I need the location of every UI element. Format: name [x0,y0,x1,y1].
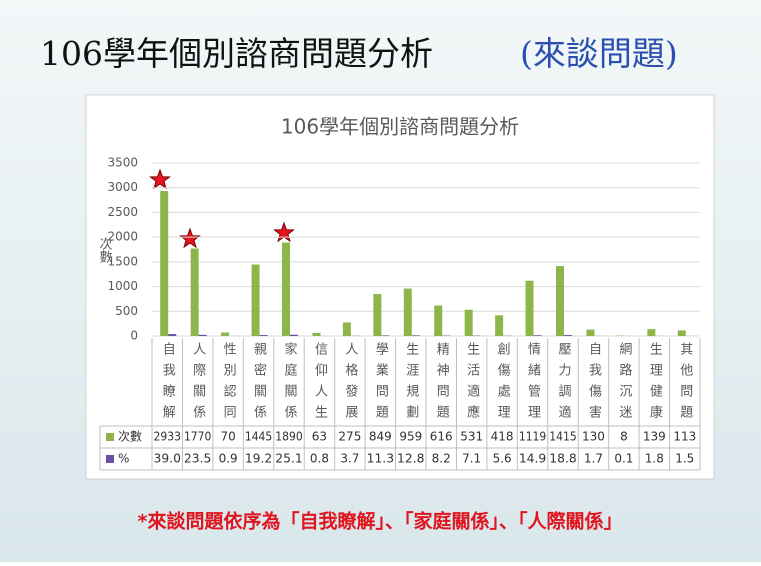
table-value: 418 [491,430,514,444]
bar [465,310,473,336]
table-value: 0.1 [614,452,633,466]
table-value: 1.8 [645,452,664,466]
table-value: 1770 [184,430,211,444]
x-tick-label: 性別認同 [221,342,237,426]
x-tick-label: 其他問題 [677,342,693,426]
x-tick-label: 生理健康 [647,342,663,426]
table-value: 0.8 [310,452,329,466]
bar [191,249,199,336]
bar [534,335,542,336]
bar [373,294,381,336]
table-value: 275 [338,430,361,444]
table-value: 959 [399,430,422,444]
bar [495,315,503,336]
bar [526,281,534,336]
y-tick-label: 2500 [107,205,138,219]
x-tick-label: 情緒管理 [525,342,541,426]
bar [290,335,298,336]
x-tick-label: 自我瞭解 [160,342,176,426]
y-tick-label: 3000 [107,180,138,194]
bar [678,330,686,336]
table-value: 11.3 [367,452,394,466]
bar [252,265,260,336]
y-tick-label: 500 [115,304,138,318]
table-value: 7.1 [462,452,481,466]
table-value: 849 [369,430,392,444]
table-value: 3.7 [340,452,359,466]
x-tick-label: 人際關係 [190,342,206,426]
table-value: 12.8 [397,452,424,466]
table-value: 23.5 [184,452,211,466]
x-tick-label: 壓力調適 [556,342,572,426]
table-value: 5.6 [493,452,512,466]
x-tick-label: 人格發展 [342,342,358,426]
table-value: 8.2 [432,452,451,466]
y-tick-label: 2000 [107,230,138,244]
bar [556,266,564,336]
table-value: 616 [430,430,453,444]
chart-title: 106學年個別諮商問題分析 [281,115,519,139]
y-tick-label: 1500 [107,254,138,268]
bar [647,329,655,336]
x-tick-label: 網路沉迷 [616,342,632,426]
x-tick-label: 親密關係 [251,342,267,426]
table-value: 139 [643,430,666,444]
bar [434,306,442,336]
bar [404,289,412,336]
bar [412,335,420,336]
table-value: 1415 [549,430,576,444]
bar [168,334,176,336]
table-value: 1.5 [675,452,694,466]
bar [343,322,351,336]
bar [199,335,207,336]
table-value: 8 [620,430,628,444]
legend-label: % [118,452,129,466]
table-value: 1890 [275,430,302,444]
y-tick-label: 3500 [107,156,138,170]
table-value: 1.7 [584,452,603,466]
x-tick-label: 學業問題 [373,342,389,426]
table-value: 113 [673,430,696,444]
footnote: *來談問題依序為「自我瞭解」、「家庭關係」、「人際關係」 [138,510,623,533]
x-tick-label: 家庭關係 [282,341,298,426]
x-tick-label: 信仰人生 [312,342,328,426]
table-value: 19.2 [245,452,272,466]
bar [282,243,290,336]
table-value: 39.0 [154,452,181,466]
legend-swatch [106,433,114,441]
legend-label: 次數 [118,430,142,444]
x-tick-label: 創傷處理 [495,342,511,426]
table-value: 63 [312,430,327,444]
slide-title: 106學年個別諮商問題分析 [40,34,433,73]
x-tick-label: 生涯規劃 [403,342,419,426]
y-tick-label: 0 [130,329,138,343]
table-value: 18.8 [549,452,576,466]
bar [381,335,389,336]
table-value: 130 [582,430,605,444]
table-value: 70 [220,430,235,444]
table-value: 25.1 [275,452,302,466]
table-value: 1445 [245,430,272,444]
slide-title-note: (來談問題) [520,34,678,73]
x-tick-label: 精神問題 [434,342,450,426]
bar [260,335,268,336]
bar [160,191,168,336]
table-value: 0.9 [219,452,238,466]
bar [312,333,320,336]
bar [564,335,572,336]
table-value: 1119 [519,430,546,444]
x-tick-label: 自我傷害 [586,342,602,426]
bar [586,330,594,336]
y-tick-label: 1000 [107,279,138,293]
table-value: 531 [460,430,483,444]
bar [221,333,229,336]
table-value: 14.9 [519,452,546,466]
legend-swatch [106,455,114,463]
x-tick-label: 生活適應 [464,342,480,426]
table-value: 2933 [154,430,181,444]
